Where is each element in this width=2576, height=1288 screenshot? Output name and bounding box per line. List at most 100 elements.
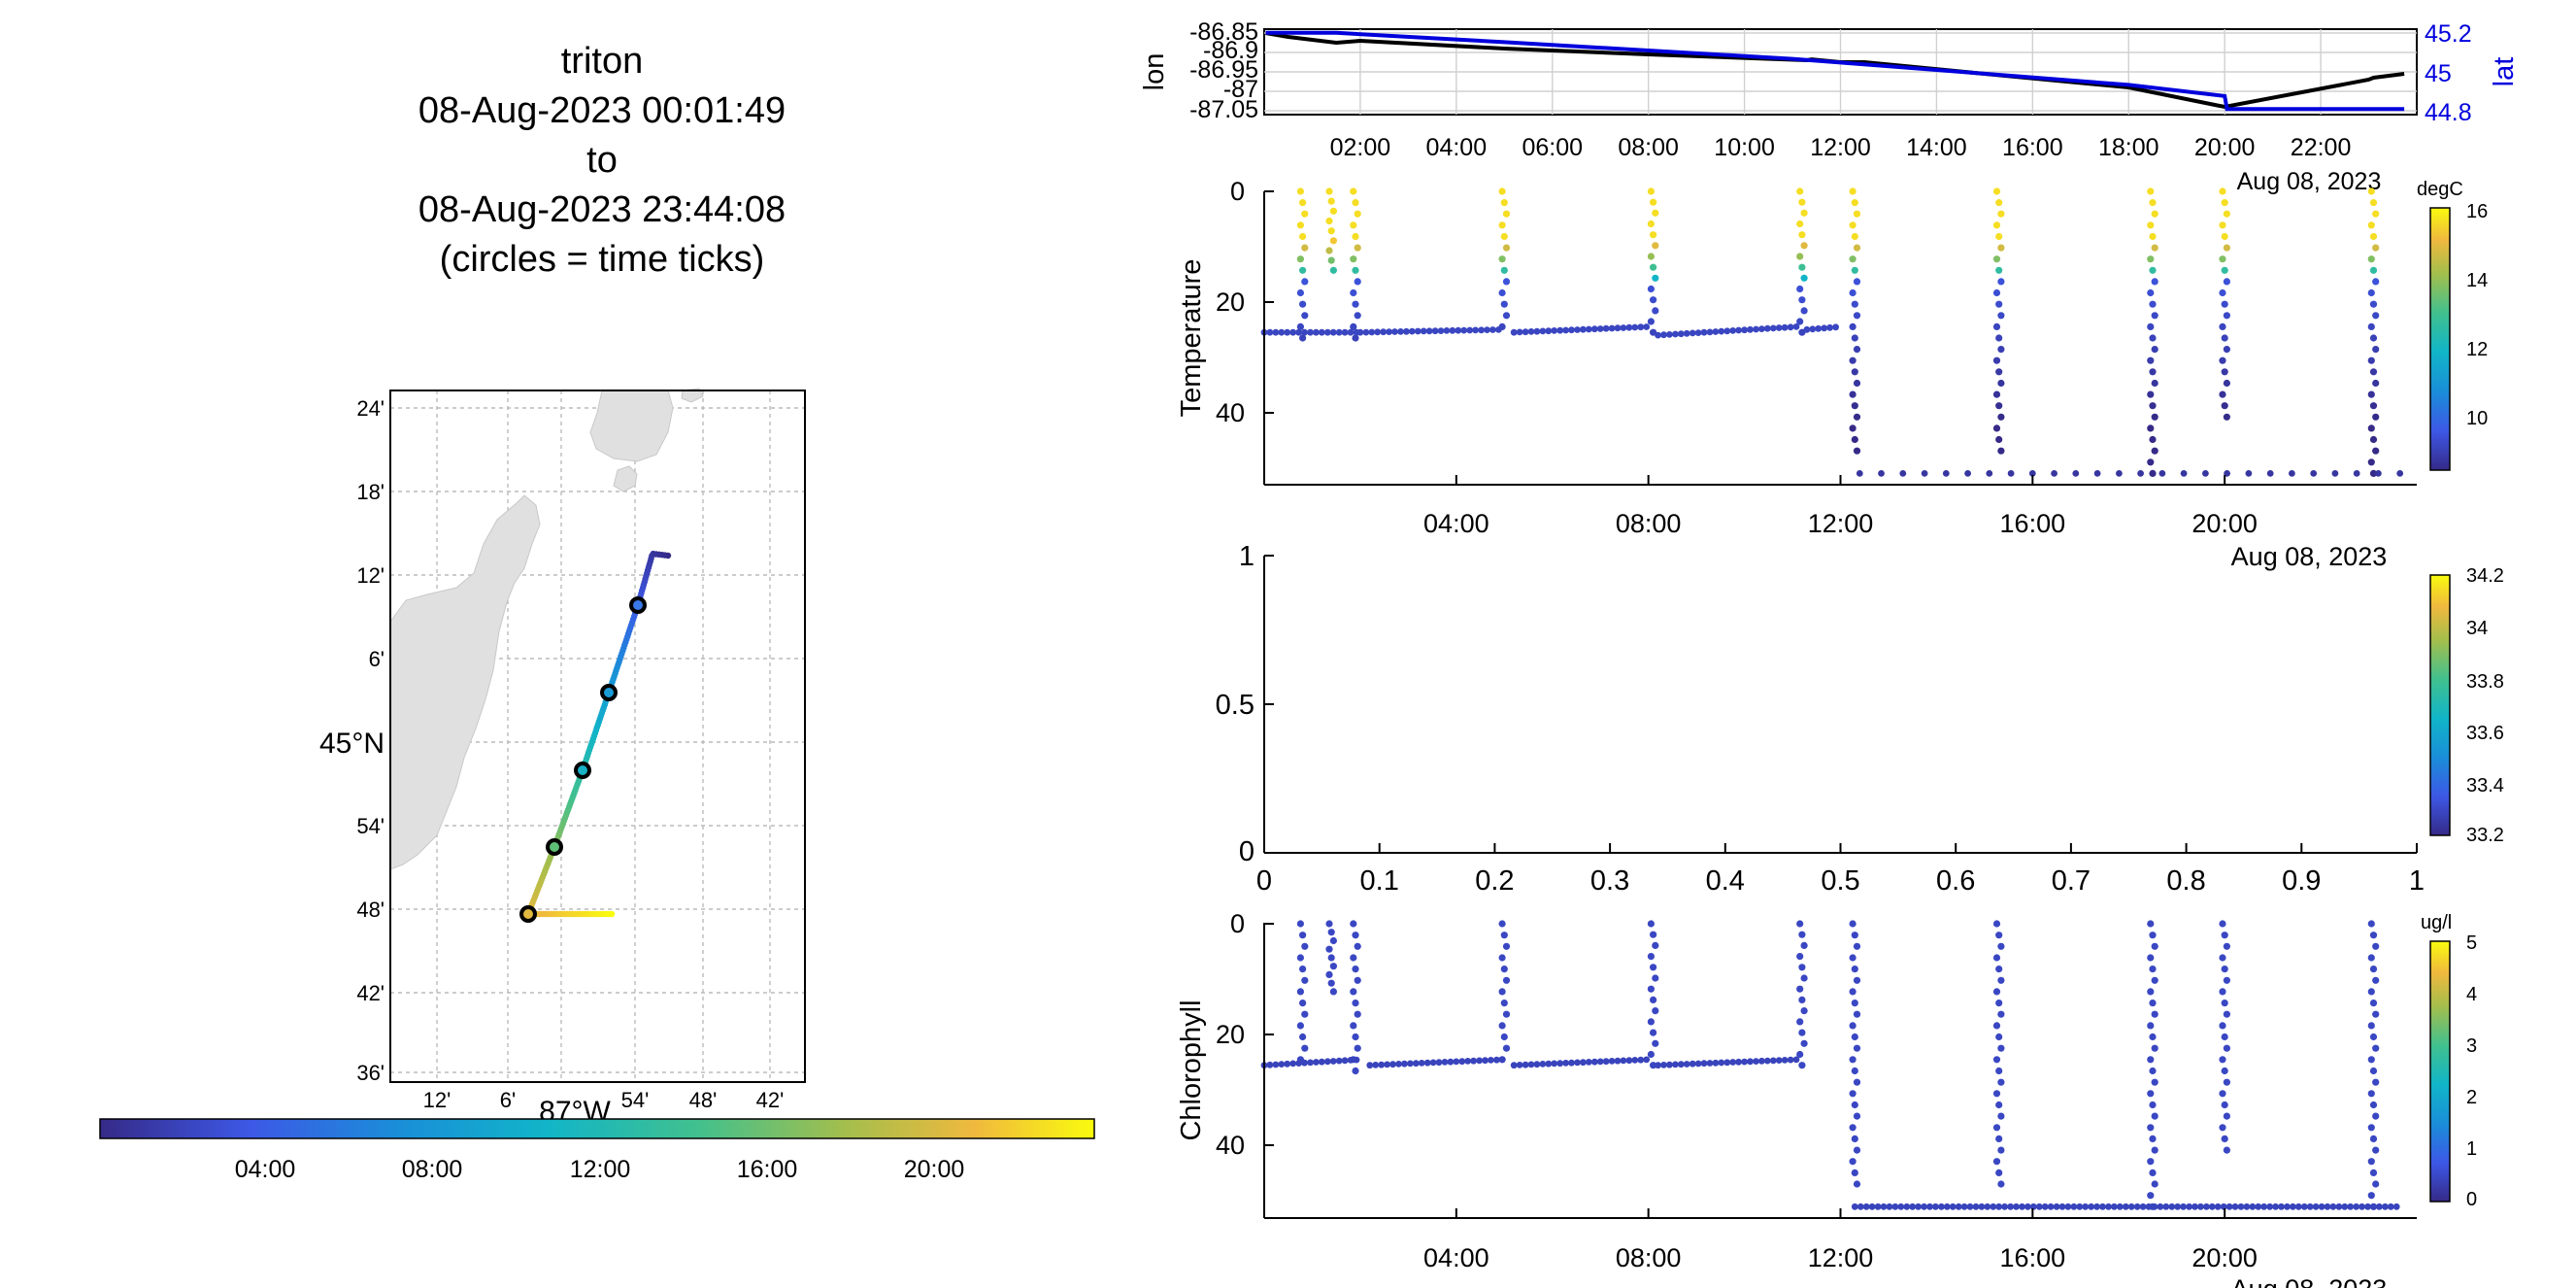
data-point xyxy=(1798,964,1806,971)
data-point xyxy=(1796,318,1804,325)
data-point xyxy=(2255,1203,2262,1210)
data-point xyxy=(1441,1059,1449,1066)
lat-tick-label: 18' xyxy=(356,480,385,504)
data-point xyxy=(1350,255,1357,263)
temp-y-tickmarks xyxy=(1264,190,1274,414)
data-point xyxy=(2223,1146,2230,1154)
data-point xyxy=(1498,920,1506,928)
sal-y-ticks: 0 0.5 1 xyxy=(1216,541,1255,867)
data-point xyxy=(1796,920,1804,928)
island-tiny xyxy=(681,388,704,403)
data-point xyxy=(2147,920,2155,928)
data-point xyxy=(1851,435,1858,444)
data-point xyxy=(1596,1058,1604,1066)
data-point xyxy=(1986,470,1993,477)
data-point xyxy=(1533,1061,1541,1068)
data-point xyxy=(2221,1135,2228,1142)
data-point xyxy=(2369,300,2378,308)
lonlat-grid xyxy=(1264,29,2417,115)
data-point xyxy=(1608,1058,1616,1065)
data-point xyxy=(2147,424,2155,432)
data-point xyxy=(2149,1033,2157,1041)
data-point xyxy=(1647,953,1655,961)
data-point xyxy=(2219,1124,2226,1132)
data-point xyxy=(1891,1203,1899,1210)
data-point xyxy=(1700,328,1708,336)
data-point xyxy=(2392,1203,2400,1210)
data-point xyxy=(2223,379,2230,388)
lon-tick-label: 6' xyxy=(500,1088,516,1112)
data-point xyxy=(1327,954,1335,962)
data-point xyxy=(1354,312,1361,320)
data-point xyxy=(1992,221,2001,229)
data-point xyxy=(1500,199,1508,207)
data-point xyxy=(1341,1057,1349,1065)
data-point xyxy=(1798,231,1806,239)
island-north xyxy=(589,390,674,462)
data-point xyxy=(1500,266,1508,274)
data-point xyxy=(1723,1059,1731,1067)
data-point xyxy=(2202,470,2209,477)
data-point xyxy=(1832,323,1839,331)
data-point xyxy=(1356,328,1364,336)
data-point xyxy=(1590,1058,1598,1066)
temp-colorbar-ticks: 16 14 12 10 xyxy=(2466,201,2488,429)
data-point xyxy=(1329,237,1337,245)
data-point xyxy=(2396,470,2404,477)
data-point xyxy=(1666,331,1673,338)
data-point xyxy=(1527,1061,1535,1068)
data-point xyxy=(1502,1010,1511,1018)
data-point xyxy=(1350,920,1357,928)
data-point xyxy=(2151,976,2158,984)
data-point xyxy=(1796,953,1804,961)
data-point xyxy=(1921,470,1928,477)
data-point xyxy=(2370,1203,2377,1210)
data-point xyxy=(1449,326,1456,334)
lonlat-x-tick: 06:00 xyxy=(1522,134,1583,161)
chlorophyll-axis-label: Chlorophyll xyxy=(1176,1000,1207,1140)
data-point xyxy=(1429,1059,1437,1067)
data-point xyxy=(1325,247,1333,254)
data-point xyxy=(2369,1033,2378,1041)
data-point xyxy=(1493,1056,1500,1064)
data-point xyxy=(1763,1057,1771,1065)
data-point xyxy=(1296,954,1304,962)
data-point xyxy=(1318,1058,1325,1066)
data-point xyxy=(1672,1061,1679,1068)
data-point xyxy=(1747,325,1754,333)
data-point xyxy=(2064,1203,2072,1210)
data-point xyxy=(1354,942,1361,950)
data-point xyxy=(1992,988,2001,996)
data-point xyxy=(1689,1060,1696,1068)
data-point xyxy=(2147,390,2155,398)
data-point xyxy=(1741,1058,1748,1066)
data-point xyxy=(2335,1203,2343,1210)
temperature-panel: 0 20 40 Temperature 04:00 08:00 12:00 16:00… xyxy=(1176,177,2488,571)
data-point xyxy=(1997,1044,2005,1052)
data-point xyxy=(1650,296,1657,304)
data-point xyxy=(2367,954,2375,962)
data-point xyxy=(2151,447,2158,455)
data-point xyxy=(1997,1078,2005,1086)
data-point xyxy=(2147,1056,2155,1064)
data-point xyxy=(1849,954,1857,962)
data-point xyxy=(1992,954,2001,962)
data-point xyxy=(1460,326,1468,334)
data-point xyxy=(2372,1010,2380,1018)
data-point xyxy=(2149,1101,2157,1109)
data-point xyxy=(1660,331,1667,339)
data-point xyxy=(1938,1203,1945,1210)
data-point xyxy=(1374,328,1382,336)
salinity-panel: 0 0.5 1 0 0.1 0.2 0.3 0.4 0.5 0.6 0.7 0.8 0.9 1 34… xyxy=(1216,541,2504,897)
data-point xyxy=(1800,209,1808,217)
data-point xyxy=(2367,458,2375,466)
data-point xyxy=(2329,1203,2337,1210)
lat-tick-label: 24' xyxy=(356,396,385,421)
data-point xyxy=(2367,255,2375,263)
data-point xyxy=(1347,328,1355,336)
data-point xyxy=(1995,402,2003,410)
data-point xyxy=(2151,1180,2158,1188)
data-point xyxy=(2149,469,2157,477)
data-point xyxy=(2369,1169,2378,1176)
data-point xyxy=(1792,323,1800,330)
